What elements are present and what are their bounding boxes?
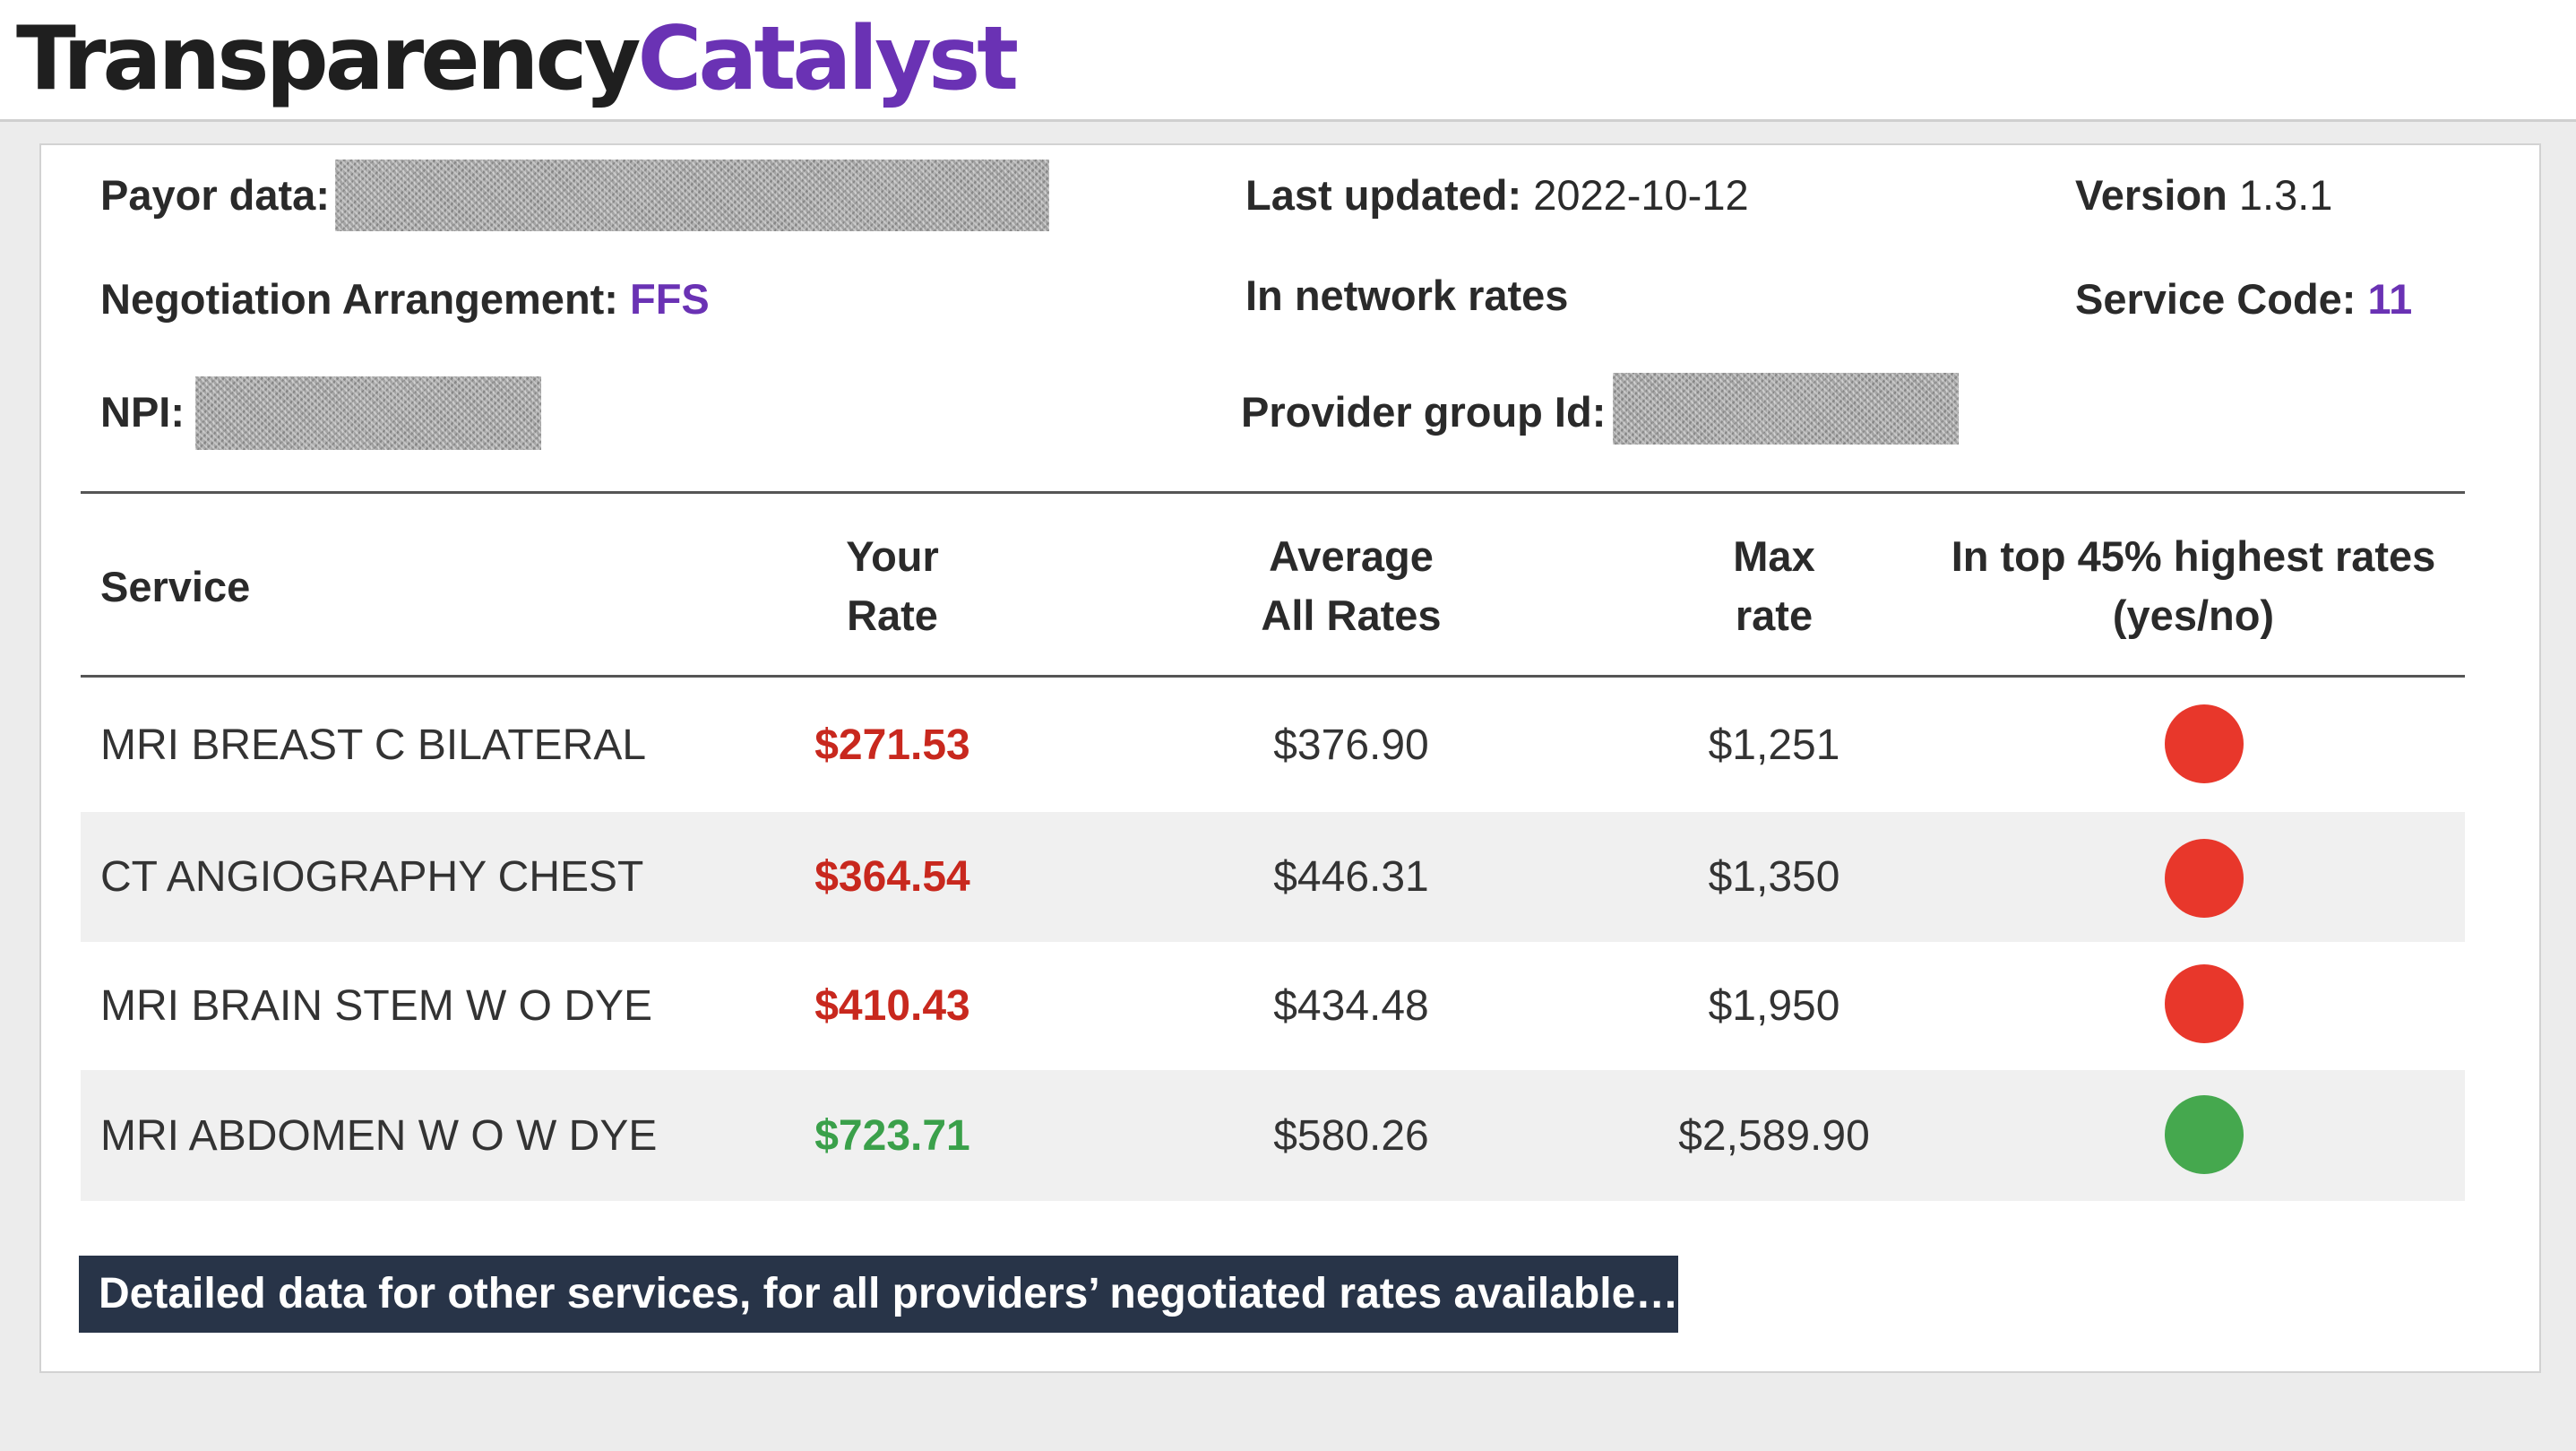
service-code-label: Service Code:	[2075, 275, 2356, 323]
table-row	[81, 812, 2465, 942]
status-dot-no	[2165, 839, 2244, 918]
row-your-rate: $271.53	[814, 721, 970, 769]
brand-name-part1: Transparency	[16, 8, 641, 110]
row-average: $580.26	[1273, 1112, 1429, 1160]
row-service: MRI ABDOMEN W O W DYE	[100, 1112, 658, 1160]
row-service: CT ANGIOGRAPHY CHEST	[100, 853, 644, 901]
header-average-all-rates: Average All Rates	[1261, 532, 1442, 639]
status-dot-no	[2165, 704, 2244, 783]
negotiation-label: Negotiation Arrangement:	[100, 275, 618, 323]
last-updated-value: 2022-10-12	[1533, 171, 1749, 219]
npi-label: NPI:	[100, 388, 185, 436]
table-header-rule	[81, 675, 2465, 678]
table-top-rule	[81, 491, 2465, 494]
npi-redacted	[195, 376, 541, 450]
row-max: $2,589.90	[1678, 1112, 1870, 1160]
payor-redacted	[335, 160, 1049, 231]
row-service: MRI BRAIN STEM W O DYE	[100, 982, 653, 1030]
row-your-rate: $410.43	[814, 982, 970, 1030]
detailed-data-link[interactable]: Detailed data for other services, for al…	[79, 1256, 1678, 1333]
header-max-rate: Max rate	[1733, 532, 1815, 639]
row-your-rate: $723.71	[814, 1112, 970, 1160]
last-updated-label: Last updated:	[1245, 171, 1522, 219]
version: Version 1.3.1	[2075, 168, 2332, 222]
header-in-top-45: In top 45% highest rates (yes/no)	[1951, 532, 2436, 639]
row-your-rate: $364.54	[814, 853, 970, 901]
provider-group-label: Provider group Id:	[1241, 388, 1607, 436]
payor-label: Payor data:	[100, 171, 330, 219]
row-average: $376.90	[1273, 721, 1429, 769]
service-code: Service Code: 11	[2075, 272, 2412, 326]
version-value: 1.3.1	[2238, 171, 2333, 219]
status-dot-no	[2165, 964, 2244, 1043]
last-updated: Last updated: 2022-10-12	[1245, 168, 1749, 222]
row-service: MRI BREAST C BILATERAL	[100, 721, 647, 769]
provider-group-redacted	[1613, 373, 1959, 445]
status-dot-yes	[2165, 1095, 2244, 1174]
row-average: $446.31	[1273, 853, 1429, 901]
header-your-rate: Your Rate	[846, 532, 939, 639]
brand-logo: TransparencyCatalyst	[16, 5, 1019, 113]
negotiation-arrangement: Negotiation Arrangement: FFS	[100, 272, 710, 326]
negotiation-value: FFS	[630, 275, 710, 323]
header-service: Service	[100, 563, 251, 610]
brand-name-part2: Catalyst	[637, 8, 1019, 110]
table-row	[81, 1070, 2465, 1201]
version-label: Version	[2075, 171, 2227, 219]
service-code-value: 11	[2367, 275, 2413, 323]
row-average: $434.48	[1273, 982, 1429, 1030]
row-max: $1,950	[1708, 982, 1840, 1030]
network-status: In network rates	[1245, 272, 1569, 319]
row-max: $1,251	[1708, 721, 1840, 769]
row-max: $1,350	[1708, 853, 1840, 901]
